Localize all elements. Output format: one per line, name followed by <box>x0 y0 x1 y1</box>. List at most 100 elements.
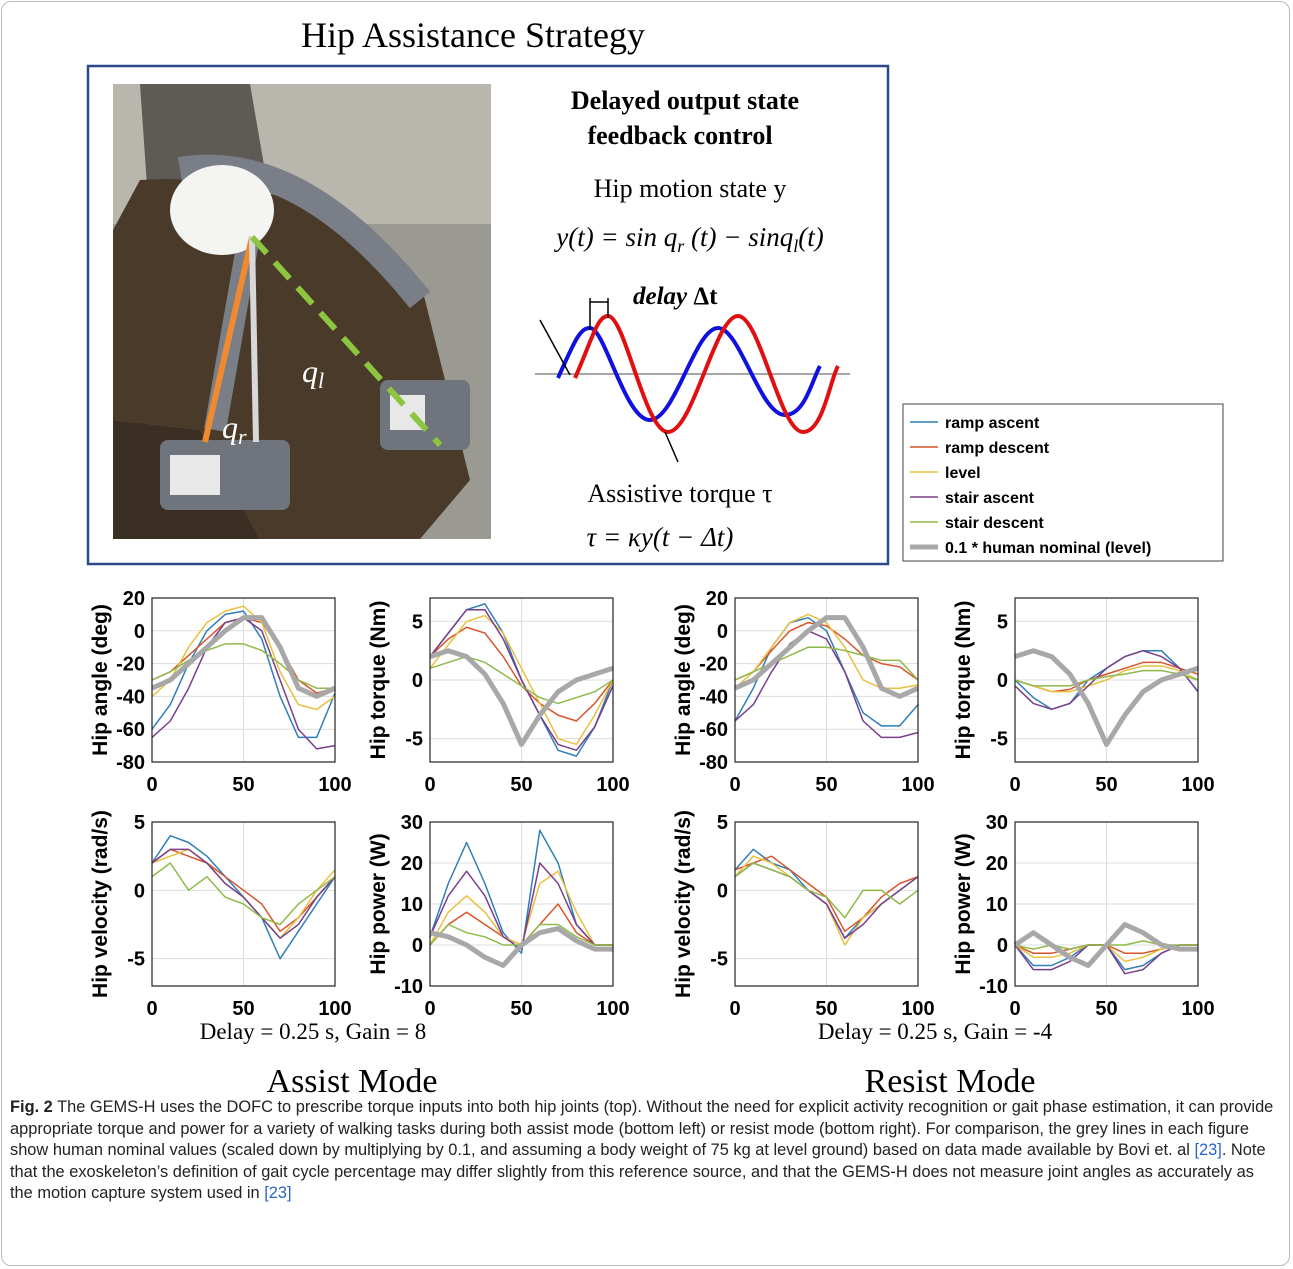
setting-label: Delay = 0.25 s, Gain = -4 <box>818 1019 1053 1044</box>
y-axis-label: Hip torque (Nm) <box>952 601 975 760</box>
x-tick-label: 0 <box>729 774 740 796</box>
y-tick-label: -40 <box>116 686 145 708</box>
y-axis-label: Hip velocity (rad/s) <box>89 810 112 998</box>
y-tick-label: -20 <box>116 654 145 676</box>
motion-label: Hip motion state y <box>594 174 787 203</box>
y-tick-label: 0 <box>997 935 1008 957</box>
y-tick-label: 0 <box>717 880 728 902</box>
x-tick-label: 0 <box>1009 774 1020 796</box>
y-tick-label: 20 <box>401 853 423 875</box>
x-tick-label: 0 <box>729 998 740 1020</box>
y-tick-label: 0 <box>412 935 423 957</box>
y-tick-label: -80 <box>699 752 728 774</box>
x-tick-label: 50 <box>815 998 837 1020</box>
y-axis-label: Hip angle (deg) <box>672 604 695 756</box>
legend-label: 0.1 * human nominal (level) <box>945 540 1151 557</box>
legend-label: ramp ascent <box>945 415 1040 432</box>
y-tick-label: 0 <box>412 670 423 692</box>
x-tick-label: 50 <box>510 998 532 1020</box>
legend-label: ramp descent <box>945 440 1050 457</box>
chart: 0 50 100 -5 0 5 Hip velocity (rad/s) <box>89 810 352 1020</box>
y-tick-label: 10 <box>401 894 423 916</box>
delay-symbol: Δt <box>693 283 718 310</box>
x-tick-label: 100 <box>318 998 351 1020</box>
reference-link[interactable]: [23] <box>1194 1141 1221 1159</box>
eq-part: q <box>780 222 794 252</box>
q: q <box>222 409 238 445</box>
y-tick-label: -60 <box>699 719 728 741</box>
y-tick-label: 0 <box>717 621 728 643</box>
y-tick-label: -40 <box>699 686 728 708</box>
y-tick-label: 20 <box>706 588 728 610</box>
eq-part: q <box>664 222 678 252</box>
chart: 050100-505Hip torque (Nm) <box>367 598 630 796</box>
legend-label: stair ascent <box>945 490 1035 507</box>
x-tick-label: 50 <box>1095 998 1117 1020</box>
y-tick-label: 20 <box>123 588 145 610</box>
x-tick-label: 100 <box>1181 774 1214 796</box>
x-tick-label: 0 <box>424 998 435 1020</box>
diagram-heading: feedback control <box>587 121 772 150</box>
page: {"header":{"title":"Hip Assistance Strat… <box>0 0 1293 1269</box>
delay-word: delay <box>633 283 688 310</box>
mode-label: Resist Mode <box>865 1063 1036 1095</box>
x-tick-label: 100 <box>596 774 629 796</box>
caption: Fig. 2 The GEMS-H uses the DOFC to presc… <box>10 1097 1275 1205</box>
y-axis-label: Hip power (W) <box>952 833 975 974</box>
torque-label: Assistive torque τ <box>587 479 772 508</box>
y-tick-label: 0 <box>997 670 1008 692</box>
y-tick-label: -10 <box>979 976 1008 998</box>
x-tick-label: 0 <box>1009 998 1020 1020</box>
delay-diagram <box>535 298 850 462</box>
figure-title: Hip Assistance Strategy <box>301 15 645 55</box>
figure: Hip Assistance Strategy qr ql Delayed ou… <box>0 0 1293 1095</box>
y-tick-label: 10 <box>986 894 1008 916</box>
y-tick-label: -10 <box>394 976 423 998</box>
x-tick-label: 50 <box>232 774 254 796</box>
eq-part: (t) <box>798 222 823 252</box>
y-axis-label: Hip power (W) <box>367 833 390 974</box>
y-tick-label: -5 <box>127 949 145 971</box>
y-tick-label: 20 <box>986 853 1008 875</box>
x-tick-label: 100 <box>1181 998 1214 1020</box>
caption-label: Fig. 2 <box>10 1098 53 1116</box>
setting-label: Delay = 0.25 s, Gain = 8 <box>200 1019 427 1044</box>
charts: 050100-80-60-40-20020Hip angle (deg)0501… <box>89 588 1215 1020</box>
y-tick-label: -80 <box>116 752 145 774</box>
y-tick-label: 0 <box>134 621 145 643</box>
x-tick-label: 0 <box>146 998 157 1020</box>
x-tick-label: 50 <box>1095 774 1117 796</box>
x-tick-label: 50 <box>815 774 837 796</box>
motion-equation: y(t) = sin qr (t) − sinql(t) <box>553 222 823 256</box>
x-tick-label: 100 <box>318 774 351 796</box>
y-tick-label: 30 <box>986 812 1008 834</box>
y-axis-label: Hip torque (Nm) <box>367 601 390 760</box>
y-tick-label: 0 <box>134 880 145 902</box>
x-tick-label: 50 <box>232 998 254 1020</box>
x-tick-label: 0 <box>146 774 157 796</box>
y-axis-label: Hip angle (deg) <box>89 604 112 756</box>
y-tick-label: -5 <box>990 729 1008 751</box>
photo: qr ql <box>113 84 491 539</box>
delay-label: delay Δt <box>633 283 718 310</box>
y-tick-label: -5 <box>710 949 728 971</box>
sub: l <box>318 368 324 393</box>
x-tick-label: 100 <box>596 998 629 1020</box>
x-tick-label: 0 <box>424 774 435 796</box>
y-tick-label: -5 <box>405 729 423 751</box>
reference-link[interactable]: [23] <box>264 1184 291 1202</box>
y-tick-label: 5 <box>717 812 728 834</box>
x-tick-label: 100 <box>901 998 934 1020</box>
mode-label: Assist Mode <box>267 1063 438 1095</box>
y-tick-label: 30 <box>401 812 423 834</box>
diagram-heading: Delayed output state <box>571 86 799 115</box>
eq-part: y(t) = sin <box>553 222 663 252</box>
legend-label: level <box>945 465 981 482</box>
y-tick-label: -20 <box>699 654 728 676</box>
q: q <box>302 353 318 389</box>
y-tick-label: 5 <box>134 812 145 834</box>
torque-equation: τ = κy(t − Δt) <box>587 522 734 552</box>
